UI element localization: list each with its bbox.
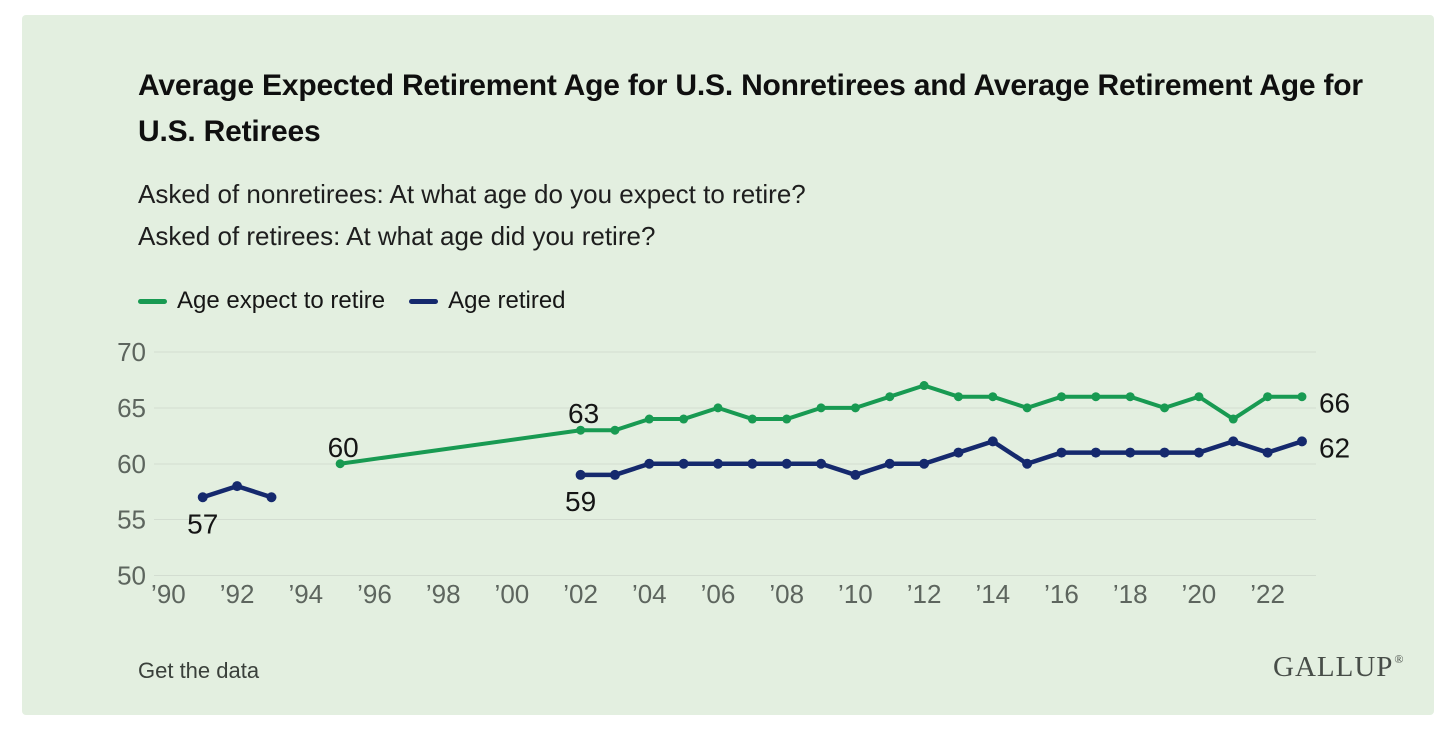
legend-item-age-retired: Age retired bbox=[409, 287, 566, 315]
gallup-logo: GALLUP® bbox=[1273, 651, 1404, 684]
subtitle-line-nonretirees: Asked of nonretirees: At what age do you… bbox=[138, 179, 806, 209]
chart-title: Average Expected Retirement Age for U.S.… bbox=[138, 69, 1363, 148]
legend-swatch-green-line bbox=[138, 298, 167, 304]
legend-label: Age expect to retire bbox=[177, 287, 386, 314]
chart-panel: Average Expected Retirement Age for U.S.… bbox=[22, 15, 1434, 715]
gallup-wordmark: GALLUP bbox=[1273, 651, 1394, 683]
registered-trademark-icon: ® bbox=[1394, 652, 1405, 667]
legend-item-age-expect-to-retire: Age expect to retire bbox=[138, 287, 385, 315]
legend-label: Age retired bbox=[448, 287, 566, 314]
legend-swatch-navy-line bbox=[409, 298, 439, 304]
chart-legend: Age expect to retire Age retired bbox=[138, 287, 566, 315]
subtitle-line-retirees: Asked of retirees: At what age did you r… bbox=[138, 221, 656, 251]
get-the-data-link[interactable]: Get the data bbox=[138, 658, 260, 683]
chart-subtitle: Asked of nonretirees: At what age do you… bbox=[138, 173, 806, 257]
